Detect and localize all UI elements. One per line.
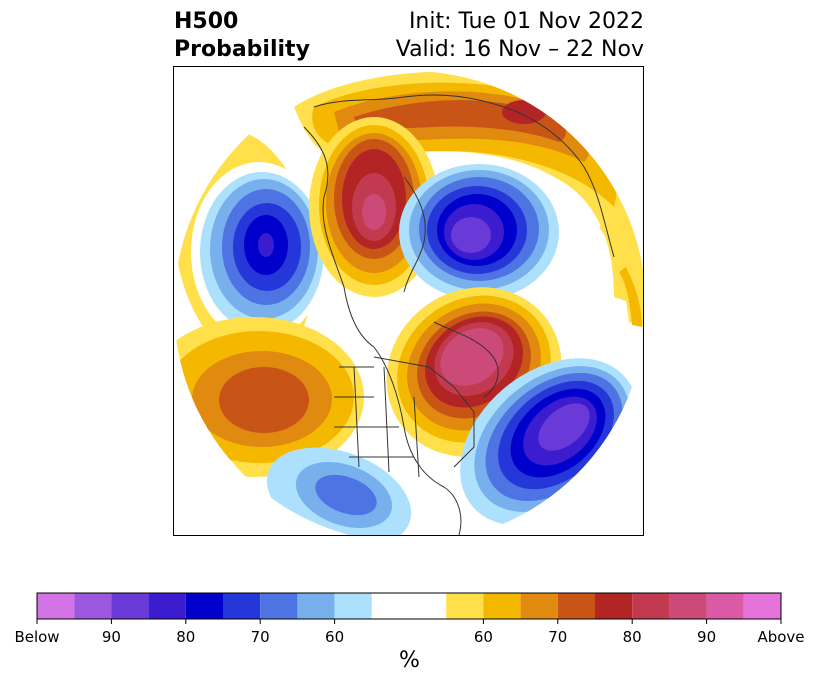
colorbar-tick-label: Below xyxy=(14,628,59,646)
colorbar-swatch xyxy=(260,593,298,619)
colorbar-swatch xyxy=(743,593,781,619)
colorbar-svg: Below 90 80 70 60 60 70 80 90 Above xyxy=(14,592,805,646)
colorbar-tick-label: 90 xyxy=(697,628,716,646)
date-block: Init: Tue 01 Nov 2022 Valid: 16 Nov – 22… xyxy=(396,8,644,64)
map-title: H500 Probability xyxy=(174,8,310,64)
title-variable: H500 xyxy=(174,9,239,34)
siberia-arctic-anomaly xyxy=(399,164,559,300)
colorbar: Below 90 80 70 60 60 70 80 90 Above xyxy=(14,592,805,646)
colorbar-swatch xyxy=(706,593,744,619)
colorbar-tick-label: 60 xyxy=(474,628,493,646)
colorbar-swatch xyxy=(334,593,372,619)
colorbar-swatch xyxy=(557,593,595,619)
valid-range: Valid: 16 Nov – 22 Nov xyxy=(395,37,644,62)
colorbar-swatch xyxy=(446,593,484,619)
colorbar-unit: % xyxy=(399,648,420,673)
colorbar-tick-label: 60 xyxy=(325,628,344,646)
colorbar-swatch xyxy=(37,593,75,619)
north-pacific-anomaly xyxy=(174,130,327,364)
colorbar-swatch xyxy=(223,593,261,619)
colorbar-swatch xyxy=(520,593,558,619)
colorbar-tick-label: 80 xyxy=(623,628,642,646)
map-panel xyxy=(173,66,644,536)
colorbar-swatch xyxy=(669,593,707,619)
colorbar-swatch xyxy=(595,593,633,619)
init-date: Init: Tue 01 Nov 2022 xyxy=(408,9,644,34)
colorbar-swatch xyxy=(371,593,447,619)
colorbar-tick-label: 70 xyxy=(251,628,270,646)
probability-map xyxy=(174,71,643,535)
colorbar-tick-label: 80 xyxy=(176,628,195,646)
colorbar-swatch xyxy=(74,593,112,619)
colorbar-border xyxy=(36,592,782,620)
colorbar-swatch xyxy=(632,593,670,619)
colorbar-tick-label: 90 xyxy=(102,628,121,646)
colorbar-swatch xyxy=(148,593,186,619)
colorbar-swatch xyxy=(483,593,521,619)
colorbar-tick-label: Above xyxy=(757,628,804,646)
colorbar-swatch xyxy=(297,593,335,619)
title-subtitle: Probability xyxy=(174,37,310,62)
colorbar-tick-label: 70 xyxy=(548,628,567,646)
colorbar-swatch xyxy=(185,593,223,619)
colorbar-swatch xyxy=(111,593,149,619)
coastlines xyxy=(303,94,615,535)
